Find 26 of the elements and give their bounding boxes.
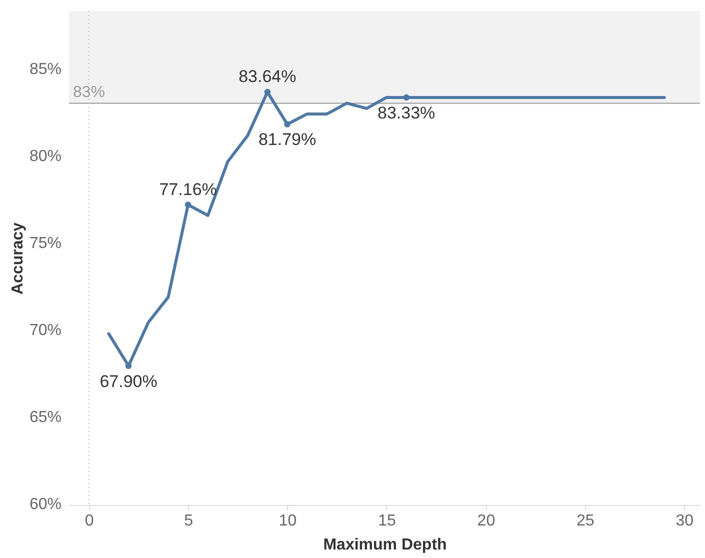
data-label: 77.16% [159,180,217,199]
y-tick-label: 70% [29,322,62,339]
x-axis-title: Maximum Depth [323,536,447,554]
point [284,121,290,128]
x-tick-label: 5 [184,512,194,530]
data-label: 83.64% [238,67,296,86]
y-tick-label: 60% [29,496,62,513]
x-tick-label: 0 [84,512,94,530]
x-tick-label: 10 [278,512,297,530]
y-tick-label: 80% [29,148,62,165]
data-label: 83.33% [377,103,436,122]
point [125,362,132,369]
data-label: 81.79% [258,130,316,150]
y-tick-label: 65% [29,408,62,426]
data-label: 67.90% [100,372,158,391]
x-tick-label: 15 [378,512,396,530]
point [403,94,410,101]
y-axis-title: Accuracy [9,222,26,295]
y-tick-label: 75% [29,234,62,252]
ref-line-label: 83% [73,84,106,102]
point [184,202,192,208]
x-tick-label: 20 [477,512,496,530]
x-tick-label: 25 [576,512,594,530]
y-tick-label: 85% [29,60,62,78]
point [264,88,271,96]
x-tick-label: 30 [676,512,694,530]
